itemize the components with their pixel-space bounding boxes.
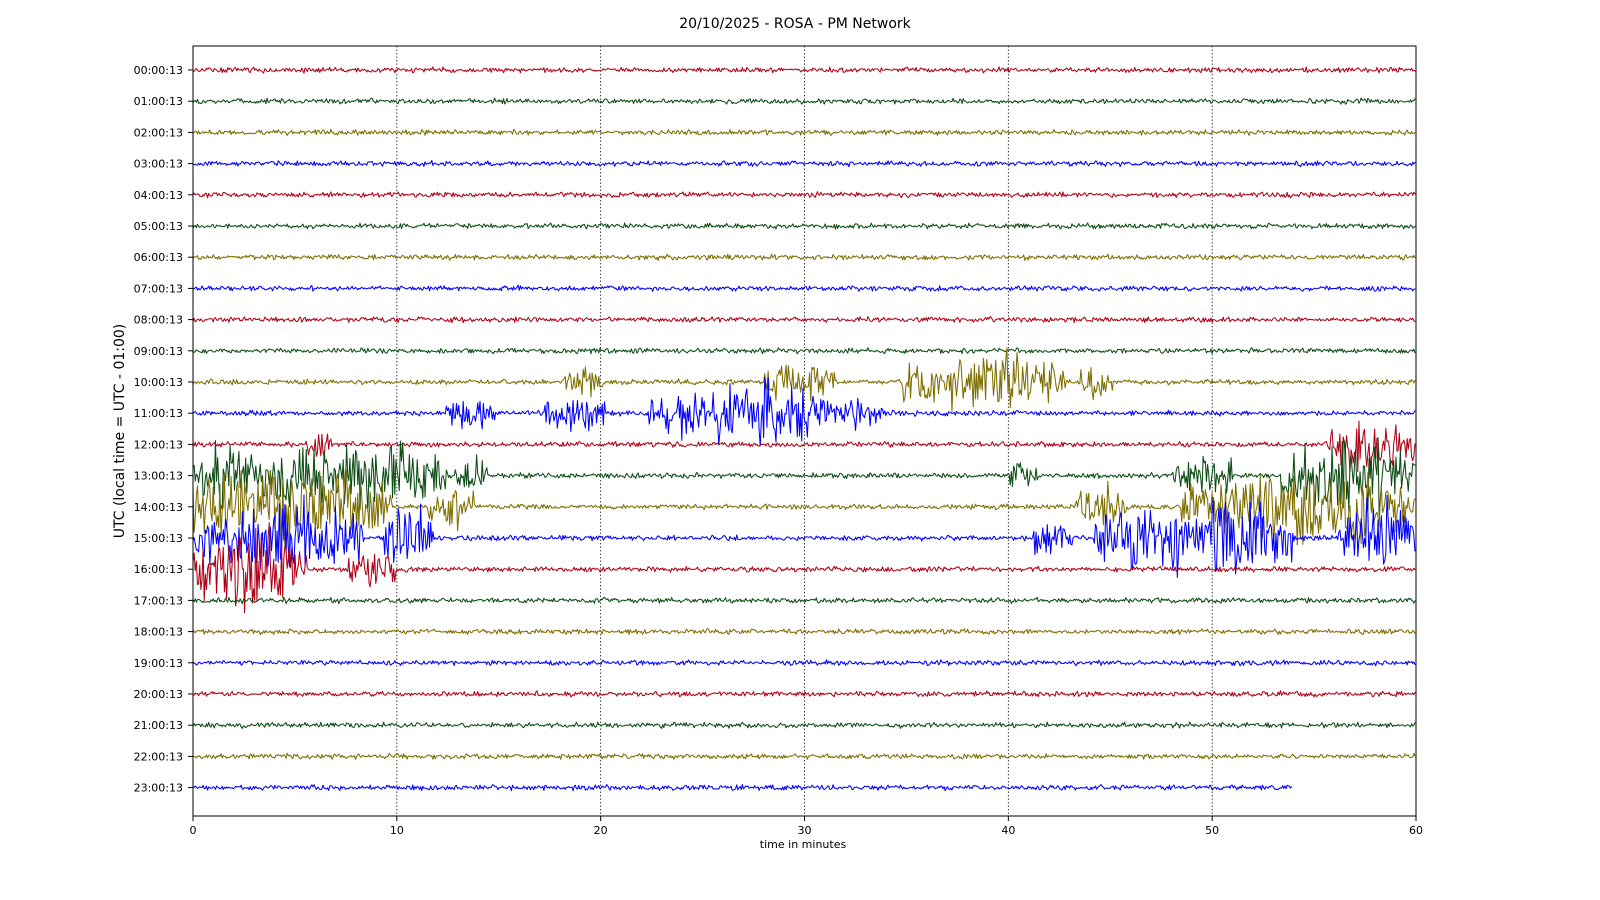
y-tick-label: 05:00:13 (134, 220, 183, 233)
y-tick-label: 02:00:13 (134, 126, 183, 139)
y-tick-label: 07:00:13 (134, 282, 183, 295)
trace-07-00-13 (192, 284, 1416, 292)
trace-01-00-13 (192, 97, 1416, 105)
trace-03-00-13 (192, 159, 1416, 168)
trace-16-00-13 (192, 522, 1416, 614)
trace-05-00-13 (192, 222, 1416, 230)
chart-title: 20/10/2025 - ROSA - PM Network (679, 16, 911, 32)
x-axis-label: time in minutes (760, 838, 847, 851)
trace-08-00-13 (192, 316, 1416, 324)
y-tick-label: 09:00:13 (134, 345, 183, 358)
x-tick-label: 30 (798, 824, 812, 837)
y-tick-label: 11:00:13 (134, 407, 183, 420)
trace-15-00-13 (192, 494, 1416, 579)
x-tick-label: 60 (1409, 824, 1423, 837)
x-tick-label: 20 (594, 824, 608, 837)
y-tick-label: 01:00:13 (134, 95, 183, 108)
y-tick-label: 10:00:13 (134, 376, 183, 389)
trace-18-00-13 (192, 627, 1416, 636)
trace-layer (192, 66, 1416, 792)
trace-20-00-13 (192, 690, 1416, 698)
trace-21-00-13 (192, 721, 1416, 729)
trace-06-00-13 (192, 253, 1416, 261)
x-tick-label: 0 (190, 824, 197, 837)
y-axis-label: UTC (local time = UTC - 01:00) (112, 324, 128, 539)
grid-layer (396, 46, 1213, 816)
y-tick-label: 19:00:13 (134, 657, 183, 670)
y-tick-label: 00:00:13 (134, 64, 183, 77)
y-tick-label: 20:00:13 (134, 688, 183, 701)
y-tick-label: 03:00:13 (134, 158, 183, 171)
y-tick-label: 16:00:13 (134, 563, 183, 576)
x-tick-layer: 0 10 20 30 40 50 60 (190, 816, 1423, 837)
trace-14-00-13 (192, 468, 1416, 549)
y-tick-label: 12:00:13 (134, 438, 183, 451)
trace-17-00-13 (192, 596, 1416, 605)
x-tick-label: 50 (1205, 824, 1219, 837)
trace-22-00-13 (192, 752, 1416, 760)
trace-13-00-13 (192, 436, 1416, 516)
trace-00-00-13 (192, 66, 1416, 74)
trace-10-00-13 (192, 347, 1416, 412)
trace-02-00-13 (192, 128, 1416, 136)
y-tick-label: 18:00:13 (134, 626, 183, 639)
trace-09-00-13 (192, 347, 1416, 355)
y-tick-label: 13:00:13 (134, 470, 183, 483)
x-tick-label: 10 (390, 824, 404, 837)
y-tick-label: 08:00:13 (134, 314, 183, 327)
y-tick-label: 04:00:13 (134, 189, 183, 202)
trace-04-00-13 (192, 191, 1416, 199)
x-tick-label: 40 (1001, 824, 1015, 837)
trace-11-00-13 (192, 376, 1416, 447)
trace-12-00-13 (192, 420, 1416, 473)
y-tick-label: 17:00:13 (134, 594, 183, 607)
y-tick-label: 22:00:13 (134, 750, 183, 763)
trace-19-00-13 (192, 659, 1416, 667)
y-tick-label: 06:00:13 (134, 251, 183, 264)
y-tick-label: 15:00:13 (134, 532, 183, 545)
y-tick-label: 21:00:13 (134, 719, 183, 732)
y-tick-label: 14:00:13 (134, 501, 183, 514)
y-tick-label: 23:00:13 (134, 782, 183, 795)
y-tick-layer: 00:00:13 01:00:13 02:00:13 03:00:13 04:00:13… (134, 64, 193, 795)
trace-23-00-13 (192, 784, 1293, 792)
